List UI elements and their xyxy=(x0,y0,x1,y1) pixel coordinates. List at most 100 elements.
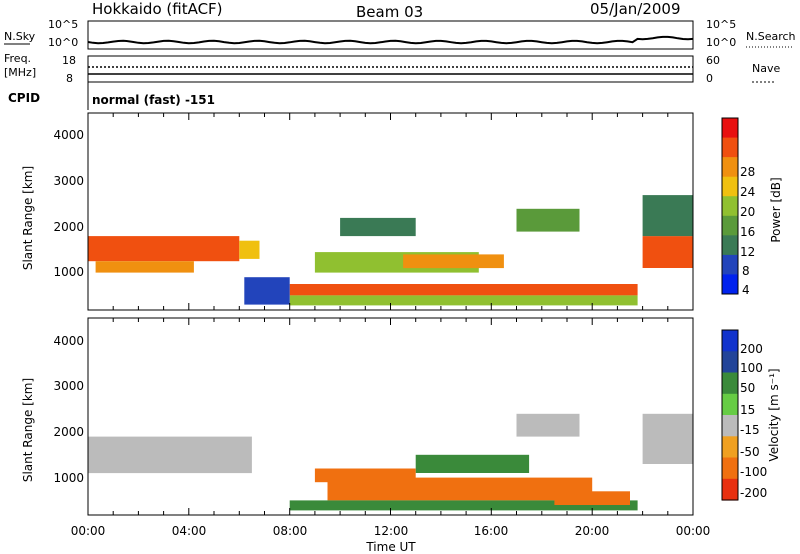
freq-panel: Freq. [MHz] 18 8 60 0 Nave xyxy=(4,52,780,85)
x-axis: 00:00 04:00 08:00 12:00 16:00 20:00 00:0… xyxy=(71,113,711,554)
beam-title: Beam 03 xyxy=(356,3,423,21)
xtick-1: 04:00 xyxy=(172,524,207,538)
power-region-1 xyxy=(95,261,194,273)
power-region-3 xyxy=(289,284,638,296)
velocity-colorbar-swatch-2 xyxy=(722,372,738,395)
power-cb-tick-8: 8 xyxy=(742,264,750,278)
xtick-2: 08:00 xyxy=(273,524,308,538)
power-cb-tick-20: 20 xyxy=(740,205,755,219)
power-cb-tick-12: 12 xyxy=(740,245,755,259)
power-region-7 xyxy=(516,208,580,232)
power-colorbar-swatch-3 xyxy=(722,176,738,197)
power-region-11 xyxy=(244,277,290,305)
velocity-colorbar-swatch-4 xyxy=(722,415,738,437)
vel-cb-tick-15: 15 xyxy=(740,403,755,417)
xtick-3: 12:00 xyxy=(374,524,409,538)
power-region-2 xyxy=(239,240,260,259)
velocity-ytick-2000: 2000 xyxy=(53,425,84,439)
vel-cb-tick-100: 100 xyxy=(740,361,763,375)
power-region-6 xyxy=(403,254,504,269)
power-region-8 xyxy=(340,217,416,237)
power-cb-tick-4: 4 xyxy=(742,283,750,297)
velocity-panel: Slant Range [km] 4000 3000 2000 1000 200… xyxy=(21,317,781,516)
noise-left-tick-low: 10^0 xyxy=(48,36,78,49)
power-colorbar-swatch-4 xyxy=(722,196,738,217)
power-colorbar-swatch-6 xyxy=(722,235,738,256)
power-heatmap xyxy=(88,195,693,306)
power-colorbar-swatch-8 xyxy=(722,274,738,295)
power-ytick-4000: 4000 xyxy=(53,128,84,142)
freq-label-2: [MHz] xyxy=(4,66,36,79)
noise-right-tick-low: 10^0 xyxy=(706,36,736,49)
noise-right-tick-high: 10^5 xyxy=(706,18,736,31)
vel-cb-tick-neg200: -200 xyxy=(740,486,767,500)
power-ytick-1000: 1000 xyxy=(53,265,84,279)
nave-tick-low: 0 xyxy=(706,72,713,85)
velocity-colorbar-swatch-6 xyxy=(722,457,738,480)
velocity-ytick-4000: 4000 xyxy=(53,334,84,348)
freq-tick-high: 18 xyxy=(62,54,76,67)
noise-left-label: N.Sky xyxy=(4,30,36,43)
cpid-row: CPID normal (fast) -151 xyxy=(8,82,215,110)
power-ylabel: Slant Range [km] xyxy=(21,166,35,270)
vel-cb-tick-neg50: -50 xyxy=(740,445,760,459)
velocity-colorbar-swatch-5 xyxy=(722,436,738,459)
xtick-0: 00:00 xyxy=(71,524,106,538)
noise-left-tick-high: 10^5 xyxy=(48,18,78,31)
power-colorbar-swatch-1 xyxy=(722,137,738,158)
power-cb-tick-16: 16 xyxy=(740,225,755,239)
velocity-colorbar xyxy=(722,330,738,501)
x-tick-marks xyxy=(87,113,694,515)
power-cb-tick-28: 28 xyxy=(740,165,755,179)
velocity-region-4 xyxy=(289,500,638,511)
date-title: 05/Jan/2009 xyxy=(590,0,681,18)
freq-tick-low: 8 xyxy=(66,72,73,85)
velocity-colorbar-swatch-1 xyxy=(722,351,738,374)
velocity-ytick-1000: 1000 xyxy=(53,471,84,485)
noise-right-label: N.Search xyxy=(746,30,796,43)
vel-cb-tick-50: 50 xyxy=(740,381,755,395)
xtick-4: 16:00 xyxy=(474,524,509,538)
xtick-5: 20:00 xyxy=(575,524,610,538)
power-region-10 xyxy=(642,195,693,237)
velocity-region-6 xyxy=(642,413,693,464)
noise-trace xyxy=(87,35,694,45)
power-ytick-2000: 2000 xyxy=(53,220,84,234)
velocity-region-7 xyxy=(554,491,630,505)
nave-tick-high: 60 xyxy=(706,54,720,67)
x-axis-label: Time UT xyxy=(365,540,416,554)
velocity-region-2 xyxy=(415,454,530,473)
velocity-heatmap xyxy=(88,413,693,511)
xtick-6: 00:00 xyxy=(676,524,711,538)
power-colorbar-swatch-2 xyxy=(722,157,738,178)
power-cb-tick-24: 24 xyxy=(740,185,755,199)
power-colorbar xyxy=(722,118,738,295)
station-title: Hokkaido (fitACF) xyxy=(92,0,223,18)
power-frame xyxy=(87,112,694,311)
freq-label-1: Freq. xyxy=(4,52,31,65)
vel-cb-tick-neg15: -15 xyxy=(740,423,760,437)
cpid-value: normal (fast) -151 xyxy=(92,93,215,107)
velocity-colorbar-swatch-0 xyxy=(722,330,738,352)
nave-label: Nave xyxy=(752,62,780,75)
noise-panel: N.Sky 10^5 10^0 10^5 10^0 N.Search xyxy=(4,18,796,50)
velocity-colorbar-label: Velocity [m s⁻¹] xyxy=(767,368,781,461)
velocity-colorbar-swatch-3 xyxy=(722,393,738,416)
power-region-0 xyxy=(88,236,240,262)
velocity-region-0 xyxy=(88,436,252,474)
power-region-4 xyxy=(289,295,638,306)
vel-cb-tick-neg100: -100 xyxy=(740,465,767,479)
velocity-colorbar-swatch-7 xyxy=(722,478,738,501)
velocity-region-1 xyxy=(327,477,593,501)
velocity-ylabel: Slant Range [km] xyxy=(21,378,35,482)
power-colorbar-swatch-0 xyxy=(722,118,738,139)
velocity-region-3 xyxy=(314,468,416,483)
cpid-label: CPID xyxy=(8,91,40,105)
velocity-region-5 xyxy=(516,413,580,437)
power-colorbar-swatch-7 xyxy=(722,254,738,275)
power-ytick-3000: 3000 xyxy=(53,174,84,188)
power-colorbar-label: Power [dB] xyxy=(769,177,783,242)
power-colorbar-swatch-5 xyxy=(722,215,738,236)
velocity-ytick-3000: 3000 xyxy=(53,379,84,393)
